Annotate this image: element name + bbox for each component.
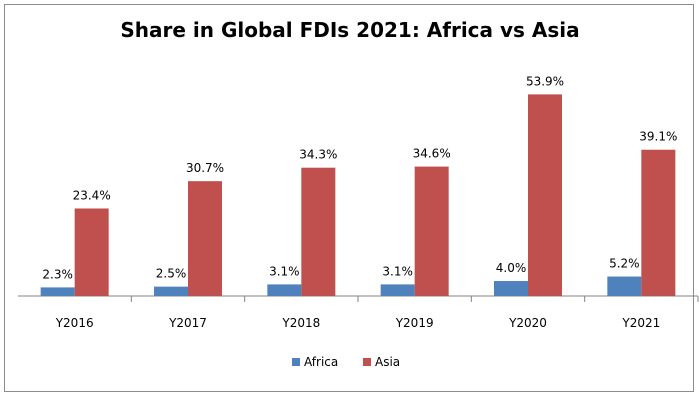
x-tick-label: Y2019 xyxy=(395,316,434,330)
asia-data-label: 53.9% xyxy=(526,74,564,88)
africa-data-label: 2.5% xyxy=(156,267,187,281)
x-tick-label: Y2021 xyxy=(621,316,660,330)
africa-bar xyxy=(494,281,528,296)
asia-bar xyxy=(74,208,109,296)
asia-bar xyxy=(528,94,562,296)
legend-label-asia: Asia xyxy=(375,355,400,369)
asia-bar xyxy=(188,181,222,296)
africa-bar xyxy=(607,276,642,296)
africa-bar xyxy=(267,284,302,296)
africa-data-label: 4.0% xyxy=(496,261,527,275)
africa-data-label: 3.1% xyxy=(269,264,300,278)
legend-swatch-asia xyxy=(363,358,371,366)
africa-bar xyxy=(154,286,188,296)
x-tick-label: Y2020 xyxy=(508,316,547,330)
asia-bar xyxy=(641,149,676,296)
asia-data-label: 34.3% xyxy=(299,148,337,162)
africa-bar xyxy=(380,284,415,296)
x-tick-label: Y2017 xyxy=(168,316,207,330)
x-tick-label: Y2016 xyxy=(55,316,94,330)
x-tick-label: Y2018 xyxy=(281,316,320,330)
asia-data-label: 30.7% xyxy=(186,161,224,175)
africa-data-label: 3.1% xyxy=(382,264,413,278)
chart-title: Share in Global FDIs 2021: Africa vs Asi… xyxy=(120,18,580,42)
chart-frame xyxy=(4,4,694,392)
africa-data-label: 5.2% xyxy=(609,257,640,271)
asia-bar xyxy=(301,167,336,296)
asia-data-label: 23.4% xyxy=(73,188,111,202)
legend-label-africa: Africa xyxy=(304,355,338,369)
asia-bar xyxy=(414,166,449,296)
africa-data-label: 2.3% xyxy=(42,267,73,281)
legend-swatch-africa xyxy=(292,358,300,366)
asia-data-label: 34.6% xyxy=(413,147,451,161)
africa-bar xyxy=(40,287,75,296)
asia-data-label: 39.1% xyxy=(639,130,677,144)
